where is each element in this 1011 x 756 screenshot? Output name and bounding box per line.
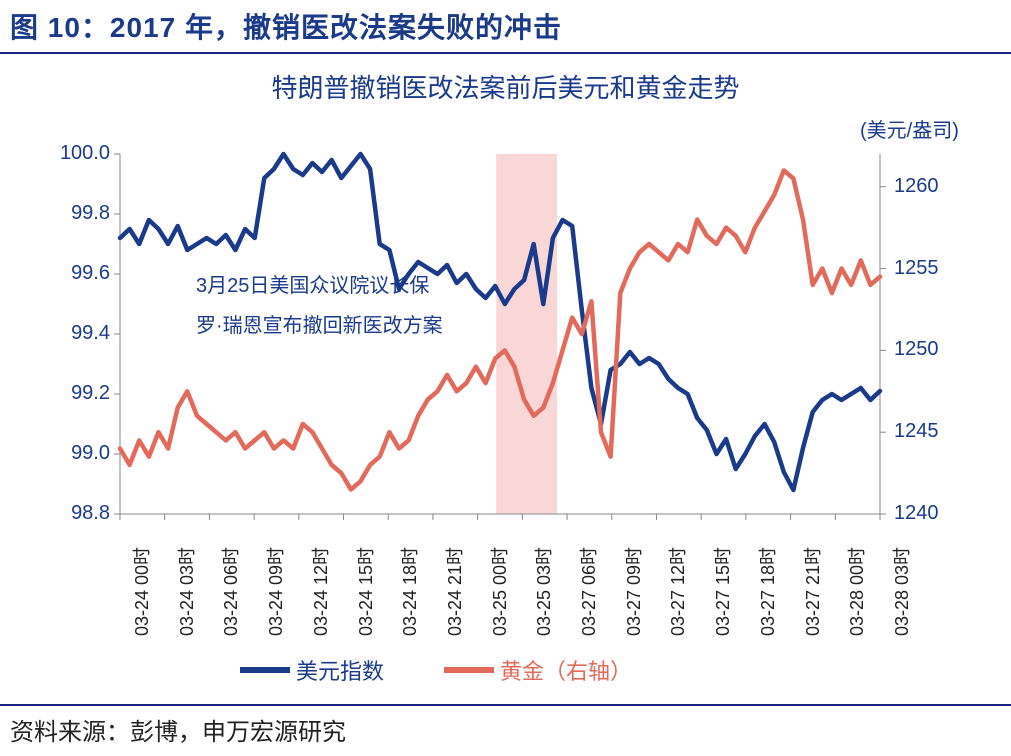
y2-tick-label: 1245 [894, 420, 939, 443]
x-tick-label: 03-24 00时 [128, 547, 154, 636]
x-tick-label: 03-24 15时 [352, 547, 378, 636]
legend-item: 美元指数 [240, 654, 384, 686]
x-tick-label: 03-24 09时 [262, 547, 288, 636]
x-tick-label: 03-24 21时 [441, 547, 467, 636]
legend-swatch [444, 667, 494, 673]
x-tick-label: 03-24 06时 [217, 547, 243, 636]
legend: 美元指数 黄金（右轴） [240, 654, 632, 686]
legend-label: 黄金（右轴） [500, 654, 632, 686]
x-tick-label: 03-25 03时 [530, 547, 556, 636]
legend-swatch [240, 667, 290, 673]
y1-tick-label: 99.6 [71, 262, 110, 285]
y1-tick-label: 99.8 [71, 202, 110, 225]
legend-label: 美元指数 [296, 654, 384, 686]
y2-tick-label: 1255 [894, 257, 939, 280]
x-tick-label: 03-28 00时 [843, 547, 869, 636]
x-tick-label: 03-27 15时 [709, 547, 735, 636]
y1-tick-label: 99.2 [71, 382, 110, 405]
x-tick-label: 03-24 12时 [307, 547, 333, 636]
y1-tick-label: 100.0 [60, 142, 110, 165]
y2-tick-label: 1260 [894, 175, 939, 198]
y1-tick-label: 99.0 [71, 442, 110, 465]
y1-tick-label: 98.8 [71, 502, 110, 525]
figure-title: 图 10：2017 年，撤销医改法案失败的冲击 [10, 12, 562, 43]
y1-tick-label: 99.4 [71, 322, 110, 345]
figure-title-bar: 图 10：2017 年，撤销医改法案失败的冲击 [0, 0, 1011, 54]
legend-item: 黄金（右轴） [444, 654, 632, 686]
source-bar: 资料来源：彭博，申万宏源研究 [0, 704, 1011, 747]
x-tick-label: 03-25 00时 [486, 547, 512, 636]
x-tick-label: 03-27 18时 [754, 547, 780, 636]
annotation-line: 3月25日美国众议院议长保 [196, 266, 443, 306]
chart-area: 特朗普撤销医改法案前后美元和黄金走势 (美元/盎司) 100.099.899.6… [0, 54, 1011, 704]
y2-tick-label: 1240 [894, 502, 939, 525]
x-tick-label: 03-27 09时 [620, 547, 646, 636]
x-tick-label: 03-24 18时 [396, 547, 422, 636]
annotation-line: 罗·瑞恩宣布撤回新医改方案 [196, 306, 443, 346]
source-text: 资料来源：彭博，申万宏源研究 [10, 719, 346, 746]
y2-tick-label: 1250 [894, 338, 939, 361]
x-tick-label: 03-27 21时 [799, 547, 825, 636]
x-tick-label: 03-27 06时 [575, 547, 601, 636]
x-tick-label: 03-27 12时 [664, 547, 690, 636]
x-tick-label: 03-28 03时 [888, 547, 914, 636]
chart-annotation: 3月25日美国众议院议长保罗·瑞恩宣布撤回新医改方案 [196, 266, 443, 346]
x-tick-label: 03-24 03时 [173, 547, 199, 636]
